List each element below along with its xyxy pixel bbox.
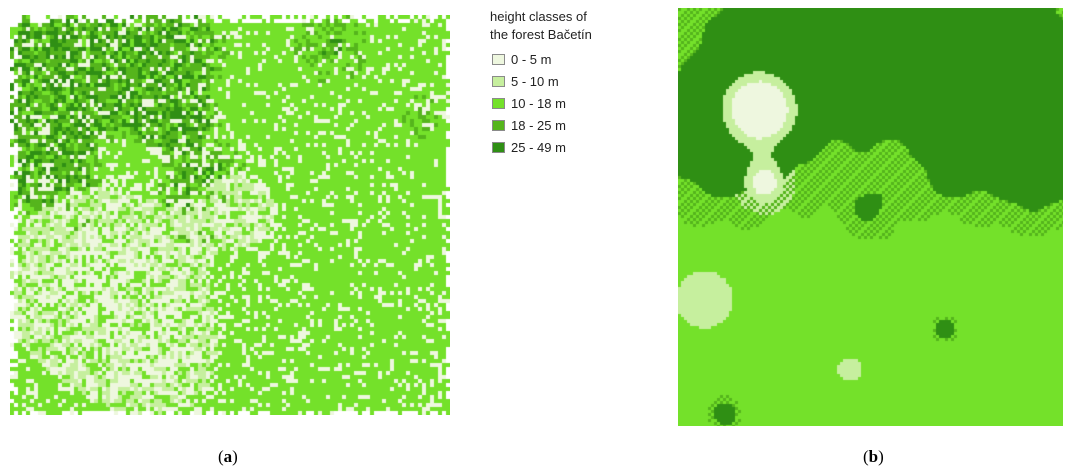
legend-swatch — [492, 141, 505, 153]
legend-label: 25 - 49 m — [511, 139, 566, 155]
legend-label: 10 - 18 m — [511, 95, 566, 111]
map-legend: height classes of the forest Bačetín 0 -… — [490, 8, 660, 158]
legend-swatch — [492, 119, 505, 131]
legend-item-5-10: 5 - 10 m — [492, 70, 660, 92]
height-map-pixel-classification — [10, 15, 450, 415]
legend-swatch — [492, 97, 505, 109]
legend-label: 0 - 5 m — [511, 51, 552, 67]
caption-a: (a) — [218, 447, 238, 466]
legend-label: 18 - 25 m — [511, 117, 566, 133]
caption-b: (b) — [863, 447, 884, 466]
legend-swatch — [492, 53, 505, 65]
map-canvas-a — [10, 15, 450, 415]
legend-swatch — [492, 75, 505, 87]
legend-title-line1: height classes of — [490, 9, 587, 24]
map-canvas-b — [678, 8, 1063, 426]
height-map-smoothed-classification — [678, 8, 1063, 426]
legend-item-0-5: 0 - 5 m — [492, 48, 660, 70]
legend-item-25-49: 25 - 49 m — [492, 136, 660, 158]
legend-item-10-18: 10 - 18 m — [492, 92, 660, 114]
legend-title-line2: the forest Bačetín — [490, 27, 592, 42]
legend-item-18-25: 18 - 25 m — [492, 114, 660, 136]
legend-label: 5 - 10 m — [511, 73, 559, 89]
